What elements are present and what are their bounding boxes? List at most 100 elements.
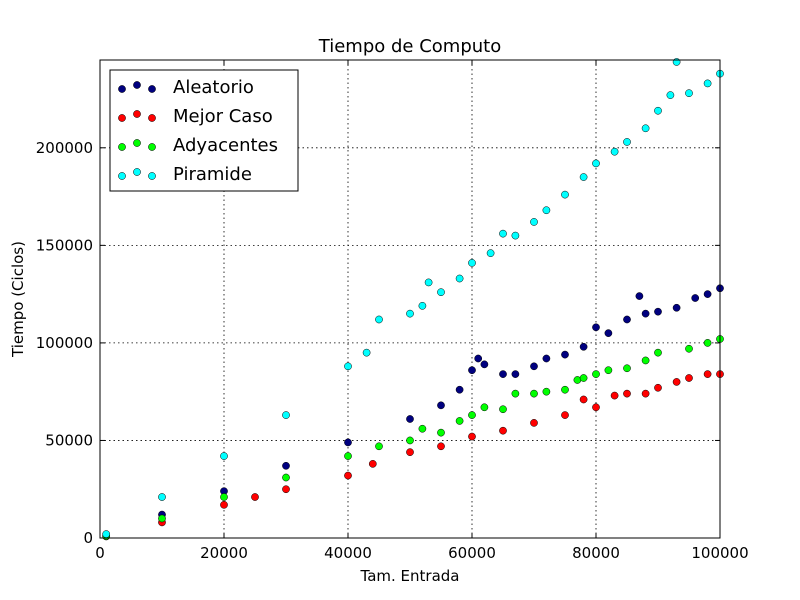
- data-point-piramide: [511, 231, 520, 240]
- data-point-piramide: [530, 218, 538, 226]
- legend-marker: [133, 110, 141, 118]
- data-point-aleatorio: [672, 303, 681, 312]
- data-point-adyacentes: [703, 339, 712, 347]
- y-axis-label: Tiempo (Ciclos): [9, 241, 27, 358]
- data-point-piramide: [561, 190, 569, 199]
- data-point-aleatorio: [474, 354, 483, 363]
- chart-title: Tiempo de Computo: [318, 36, 501, 57]
- data-point-mejor-caso: [654, 383, 662, 392]
- legend-marker: [148, 114, 156, 122]
- axis-ticks: 0 20000 40000 60000 80000 100000 0 50000 100000 1…: [36, 60, 749, 562]
- data-point-adyacentes: [455, 417, 464, 425]
- data-point-aleatorio: [641, 309, 650, 318]
- y-tick-label: 50000: [45, 431, 93, 449]
- data-point-aleatorio: [623, 315, 631, 324]
- legend-marker: [133, 168, 141, 176]
- data-point-aleatorio: [437, 401, 445, 410]
- x-axis-label: Tam. Entrada: [360, 567, 460, 585]
- data-point-mejor-caso: [623, 389, 631, 398]
- y-tick-label: 200000: [36, 139, 93, 157]
- series-mejor-caso: [102, 370, 724, 541]
- data-point-piramide: [455, 274, 464, 283]
- legend-box: [109, 69, 299, 192]
- data-point-piramide: [282, 411, 290, 419]
- data-point-piramide: [344, 362, 352, 371]
- data-point-aleatorio: [282, 461, 290, 470]
- data-point-piramide: [542, 206, 551, 215]
- data-point-piramide: [486, 249, 495, 258]
- data-point-aleatorio: [592, 323, 600, 332]
- data-point-piramide: [666, 91, 675, 99]
- data-point-mejor-caso: [530, 419, 538, 427]
- data-point-aleatorio: [455, 385, 464, 394]
- data-point-mejor-caso: [579, 395, 588, 404]
- data-point-mejor-caso: [468, 432, 476, 441]
- legend-marker: [148, 172, 156, 180]
- data-point-adyacentes: [480, 403, 489, 412]
- x-tick-label: 0: [95, 544, 105, 562]
- legend-marker: [118, 114, 126, 122]
- y-tick-label: 100000: [36, 334, 93, 352]
- data-point-aleatorio: [579, 342, 588, 351]
- data-point-aleatorio: [499, 370, 507, 378]
- data-point-piramide: [579, 173, 588, 181]
- data-point-piramide: [685, 89, 693, 98]
- data-point-adyacentes: [220, 493, 228, 501]
- data-point-adyacentes: [499, 405, 507, 414]
- plot-area-frame: [99, 59, 721, 539]
- series-piramide: [102, 58, 724, 538]
- data-point-piramide: [641, 124, 650, 133]
- data-point-adyacentes: [282, 473, 290, 482]
- data-point-piramide: [102, 530, 111, 538]
- data-point-adyacentes: [542, 387, 551, 396]
- data-point-adyacentes: [158, 514, 166, 523]
- data-point-piramide: [654, 106, 662, 115]
- data-point-piramide: [499, 229, 507, 238]
- legend-marker: [133, 139, 141, 147]
- legend: Aleatorio Mejor Caso Adyacentes Piramide: [109, 69, 299, 192]
- legend-marker: [118, 172, 126, 180]
- data-point-piramide: [437, 288, 445, 297]
- data-point-piramide: [703, 79, 712, 88]
- legend-label: Adyacentes: [173, 135, 278, 156]
- data-point-aleatorio: [654, 307, 662, 316]
- data-point-aleatorio: [635, 292, 644, 300]
- data-point-mejor-caso: [282, 485, 290, 494]
- legend-label: Mejor Caso: [173, 106, 273, 127]
- data-point-piramide: [158, 493, 166, 501]
- data-point-mejor-caso: [641, 389, 650, 398]
- data-point-piramide: [610, 147, 619, 156]
- legend-marker: [133, 81, 141, 89]
- legend-marker: [118, 143, 126, 151]
- data-point-mejor-caso: [561, 411, 569, 419]
- legend-label: Piramide: [173, 164, 252, 185]
- data-point-mejor-caso: [592, 403, 600, 412]
- data-point-adyacentes: [685, 344, 693, 353]
- data-point-piramide: [424, 278, 433, 287]
- legend-marker: [118, 85, 126, 93]
- x-tick-label: 60000: [448, 544, 496, 562]
- data-point-mejor-caso: [344, 471, 352, 480]
- data-point-adyacentes: [579, 374, 588, 382]
- data-point-mejor-caso: [499, 426, 507, 435]
- data-point-piramide: [672, 58, 681, 66]
- data-point-aleatorio: [406, 415, 414, 423]
- data-point-piramide: [592, 159, 600, 168]
- data-point-adyacentes: [561, 385, 569, 394]
- data-point-adyacentes: [530, 389, 538, 398]
- data-point-aleatorio: [530, 362, 538, 371]
- data-point-adyacentes: [654, 348, 662, 357]
- data-point-piramide: [220, 452, 228, 460]
- legend-label: Aleatorio: [173, 77, 254, 98]
- x-tick-label: 20000: [200, 544, 248, 562]
- y-tick-label: 0: [83, 529, 93, 547]
- data-point-piramide: [623, 138, 631, 146]
- x-tick-label: 40000: [324, 544, 372, 562]
- data-point-aleatorio: [511, 370, 520, 378]
- data-point-aleatorio: [691, 294, 700, 302]
- data-point-aleatorio: [468, 366, 476, 375]
- data-point-mejor-caso: [437, 442, 445, 451]
- data-point-piramide: [375, 315, 383, 324]
- data-point-aleatorio: [561, 350, 569, 359]
